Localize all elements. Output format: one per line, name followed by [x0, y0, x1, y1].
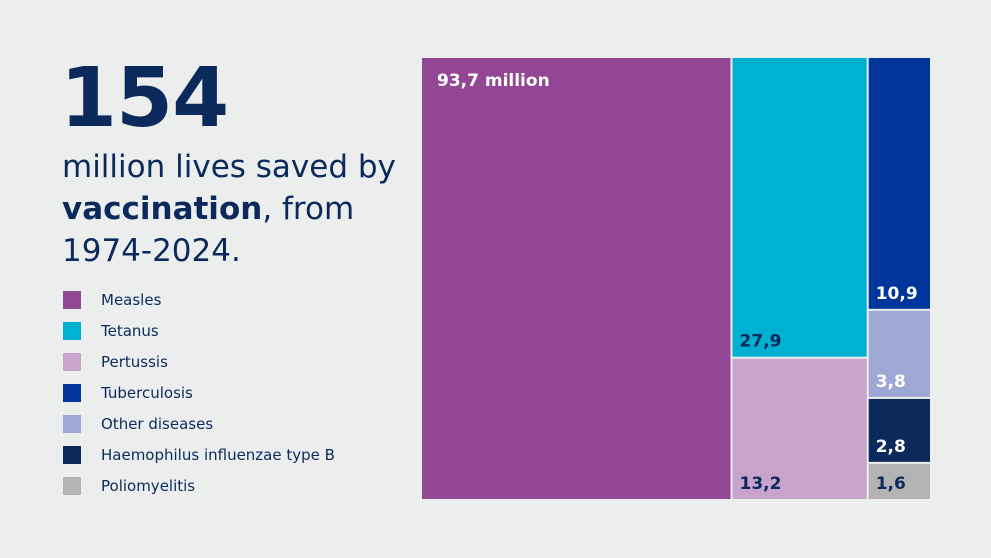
legend-label: Other diseases	[101, 414, 214, 433]
subtitle-emphasis: vaccination	[62, 191, 263, 227]
legend-label: Tetanus	[101, 321, 159, 340]
tile-label-measles: 93,7 million	[437, 71, 550, 91]
legend-item-measles: Measles	[63, 284, 335, 315]
legend-swatch	[63, 476, 81, 495]
tile-label-haemophilus-influenzae-type-b: 2,8	[876, 437, 906, 457]
tile-rect-measles	[422, 58, 731, 499]
tile-rect-haemophilus-influenzae-type-b	[868, 398, 930, 462]
legend-label: Haemophilus influenzae type B	[101, 445, 335, 464]
legend-swatch	[63, 321, 81, 340]
tile-other-diseases: 3,8	[868, 310, 930, 397]
tile-measles: 93,7 million	[422, 58, 731, 499]
tile-rect-other-diseases	[868, 310, 930, 397]
legend-swatch	[63, 414, 81, 433]
legend-item-tetanus: Tetanus	[63, 315, 335, 346]
tile-tetanus: 27,9	[732, 58, 867, 357]
tile-label-pertussis: 13,2	[740, 474, 782, 494]
tile-rect-tuberculosis	[868, 58, 930, 309]
tile-haemophilus-influenzae-type-b: 2,8	[868, 398, 930, 462]
legend-label: Poliomyelitis	[101, 476, 196, 495]
legend-swatch	[63, 383, 81, 402]
legend-item-haemophilus-influenzae-type-b: Haemophilus influenzae type B	[63, 439, 335, 470]
tile-label-poliomyelitis: 1,6	[876, 474, 906, 494]
tile-rect-poliomyelitis	[868, 463, 930, 499]
legend-item-poliomyelitis: Poliomyelitis	[63, 470, 335, 501]
subtitle-suffix: , from 1974-2024.	[62, 191, 355, 269]
tile-label-tetanus: 27,9	[740, 332, 782, 352]
tile-pertussis: 13,2	[732, 358, 867, 499]
tile-rect-pertussis	[732, 358, 867, 499]
tile-rect-tetanus	[732, 58, 867, 357]
tile-tuberculosis: 10,9	[868, 58, 930, 309]
treemap-chart: 93,7 million 27,9 13,2 10,9 3,8 2,8 1,6	[422, 58, 930, 499]
legend-label: Measles	[101, 290, 162, 309]
tile-label-other-diseases: 3,8	[876, 372, 906, 392]
legend-item-tuberculosis: Tuberculosis	[63, 377, 335, 408]
legend-swatch	[63, 290, 81, 309]
subtitle-prefix: million lives saved by	[62, 149, 396, 185]
headline-number: 154	[60, 51, 229, 146]
legend-item-other-diseases: Other diseases	[63, 408, 335, 439]
tile-poliomyelitis: 1,6	[868, 463, 930, 499]
legend-swatch	[63, 352, 81, 371]
headline-subtitle: million lives saved by vaccination, from…	[62, 146, 402, 272]
legend-label: Pertussis	[101, 352, 168, 371]
legend-swatch	[63, 445, 81, 464]
chart-legend: Measles Tetanus Pertussis Tuberculosis Other…	[63, 284, 335, 501]
legend-item-pertussis: Pertussis	[63, 346, 335, 377]
legend-label: Tuberculosis	[101, 383, 193, 402]
tile-label-tuberculosis: 10,9	[876, 284, 918, 304]
